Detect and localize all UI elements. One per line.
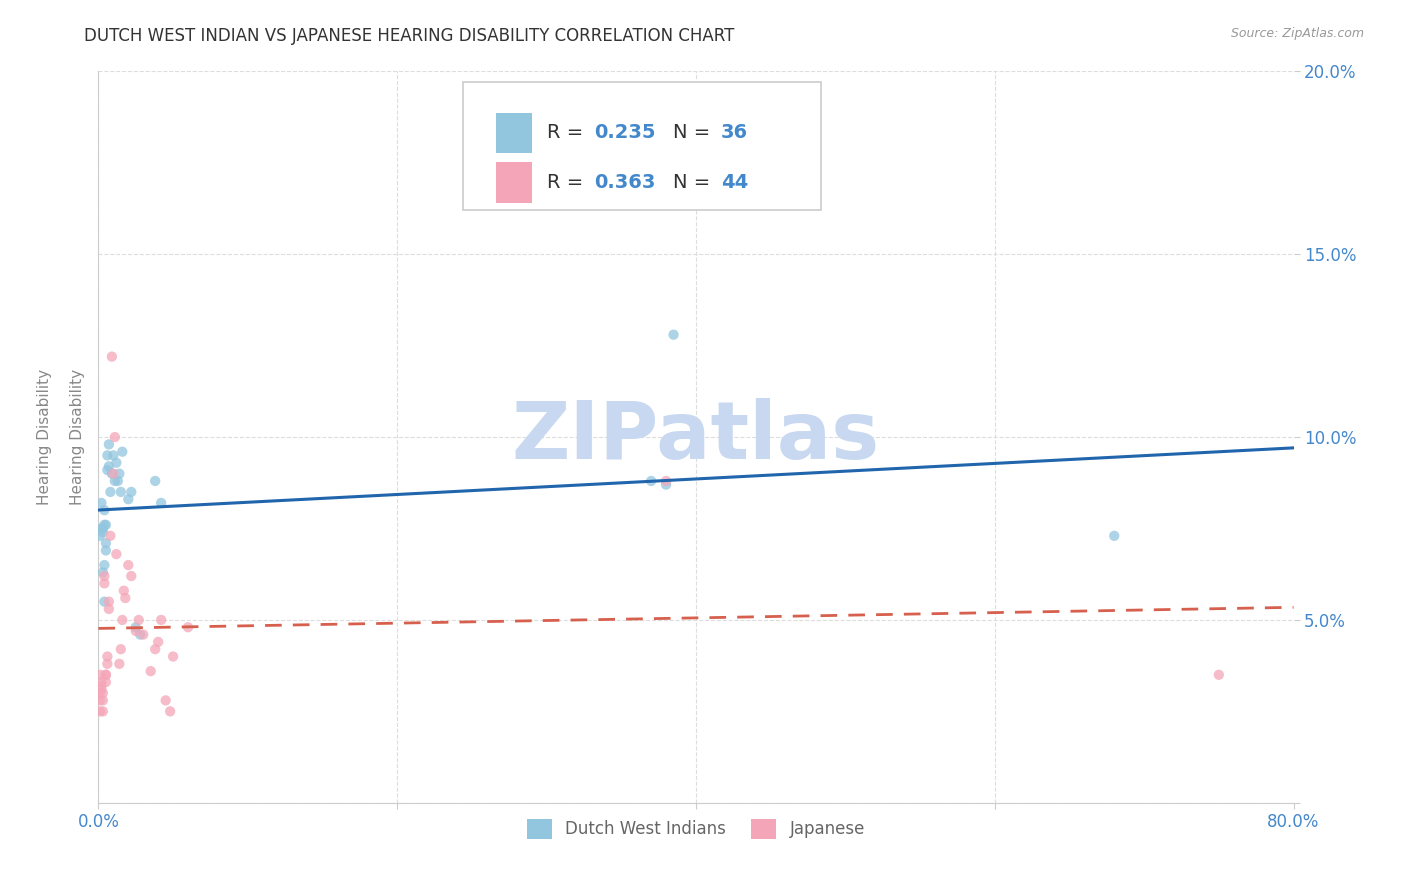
- Legend: Dutch West Indians, Japanese: Dutch West Indians, Japanese: [520, 812, 872, 846]
- Point: [94, 517, 117, 532]
- Point: [103, 467, 125, 481]
- Point: [101, 350, 124, 364]
- Text: 0.363: 0.363: [595, 173, 655, 192]
- Point: [96, 463, 118, 477]
- Point: [93, 517, 115, 532]
- Point: [98, 485, 122, 500]
- Text: Source: ZipAtlas.com: Source: ZipAtlas.com: [1230, 27, 1364, 40]
- Point: [655, 477, 678, 491]
- Point: [94, 667, 117, 681]
- Point: [155, 693, 177, 707]
- Point: [108, 657, 131, 671]
- Text: ZIPatlas: ZIPatlas: [512, 398, 880, 476]
- Point: [91, 705, 114, 719]
- Point: [94, 536, 117, 550]
- Text: N =: N =: [673, 123, 717, 142]
- Point: [114, 591, 136, 605]
- Point: [94, 675, 117, 690]
- Point: [111, 444, 134, 458]
- FancyBboxPatch shape: [463, 82, 821, 211]
- Point: [90, 496, 112, 510]
- Point: [97, 594, 120, 608]
- Point: [111, 613, 134, 627]
- Point: [104, 474, 127, 488]
- Text: N =: N =: [673, 173, 717, 192]
- Point: [112, 583, 135, 598]
- Point: [93, 569, 115, 583]
- Point: [105, 456, 128, 470]
- Point: [96, 657, 118, 671]
- Point: [139, 664, 162, 678]
- Point: [107, 474, 129, 488]
- Point: [93, 594, 115, 608]
- Point: [97, 602, 120, 616]
- Point: [662, 327, 685, 342]
- Point: [90, 521, 112, 535]
- Point: [177, 620, 200, 634]
- Point: [1104, 529, 1126, 543]
- Point: [89, 686, 111, 700]
- Point: [91, 693, 114, 707]
- Point: [90, 675, 112, 690]
- Point: [117, 492, 139, 507]
- Point: [125, 624, 148, 638]
- Point: [91, 521, 114, 535]
- Point: [125, 620, 148, 634]
- Point: [148, 635, 170, 649]
- Point: [89, 529, 111, 543]
- Point: [98, 529, 122, 543]
- Point: [117, 558, 139, 573]
- Point: [159, 705, 181, 719]
- Point: [101, 467, 124, 481]
- Point: [120, 569, 142, 583]
- FancyBboxPatch shape: [496, 162, 533, 202]
- Point: [640, 474, 662, 488]
- Point: [90, 682, 112, 697]
- Point: [104, 430, 127, 444]
- Point: [93, 503, 115, 517]
- Text: 44: 44: [721, 173, 748, 192]
- Point: [120, 485, 142, 500]
- Point: [143, 474, 166, 488]
- FancyBboxPatch shape: [496, 112, 533, 153]
- Text: DUTCH WEST INDIAN VS JAPANESE HEARING DISABILITY CORRELATION CHART: DUTCH WEST INDIAN VS JAPANESE HEARING DI…: [84, 27, 735, 45]
- Point: [150, 613, 173, 627]
- Point: [129, 627, 152, 641]
- Text: Hearing Disability: Hearing Disability: [37, 369, 52, 505]
- Point: [90, 679, 112, 693]
- Point: [150, 496, 173, 510]
- Point: [655, 474, 678, 488]
- Point: [96, 649, 118, 664]
- Point: [91, 525, 114, 540]
- Point: [89, 693, 111, 707]
- Text: 0.235: 0.235: [595, 123, 655, 142]
- Text: R =: R =: [547, 173, 589, 192]
- Point: [1208, 667, 1230, 681]
- Point: [94, 667, 117, 681]
- Text: R =: R =: [547, 123, 589, 142]
- Point: [89, 667, 111, 681]
- Point: [108, 467, 131, 481]
- Point: [110, 642, 132, 657]
- Point: [94, 543, 117, 558]
- Point: [128, 613, 150, 627]
- Text: 36: 36: [721, 123, 748, 142]
- Point: [96, 448, 118, 462]
- Point: [162, 649, 184, 664]
- Point: [110, 485, 132, 500]
- Point: [91, 566, 114, 580]
- Point: [91, 686, 114, 700]
- Point: [93, 558, 115, 573]
- Point: [89, 705, 111, 719]
- Point: [97, 437, 120, 451]
- Point: [105, 547, 128, 561]
- Point: [97, 459, 120, 474]
- Point: [143, 642, 166, 657]
- Point: [103, 448, 125, 462]
- Point: [132, 627, 155, 641]
- Point: [93, 576, 115, 591]
- Y-axis label: Hearing Disability: Hearing Disability: [69, 369, 84, 505]
